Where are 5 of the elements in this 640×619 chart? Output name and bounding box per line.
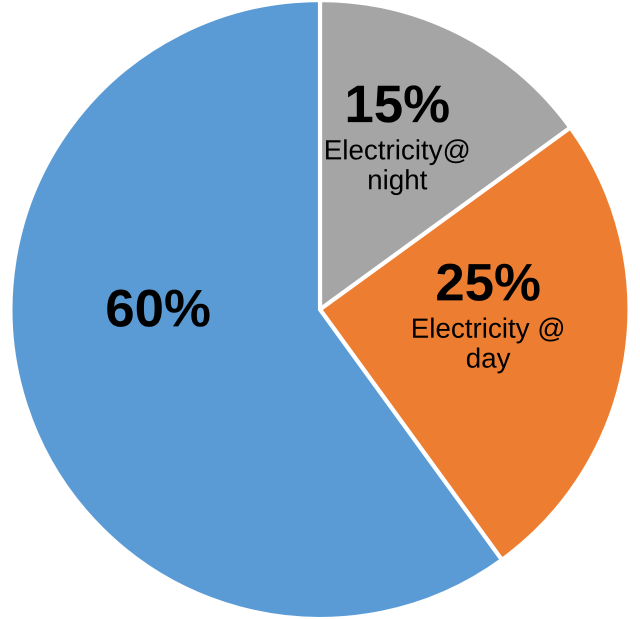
data-label: 15% <box>348 85 449 123</box>
data-label: 60% <box>107 290 210 327</box>
slice-label: Electricity@ night <box>326 139 468 196</box>
slice-label: Electricity @ day <box>413 318 564 374</box>
data-label: 25% <box>437 264 540 301</box>
